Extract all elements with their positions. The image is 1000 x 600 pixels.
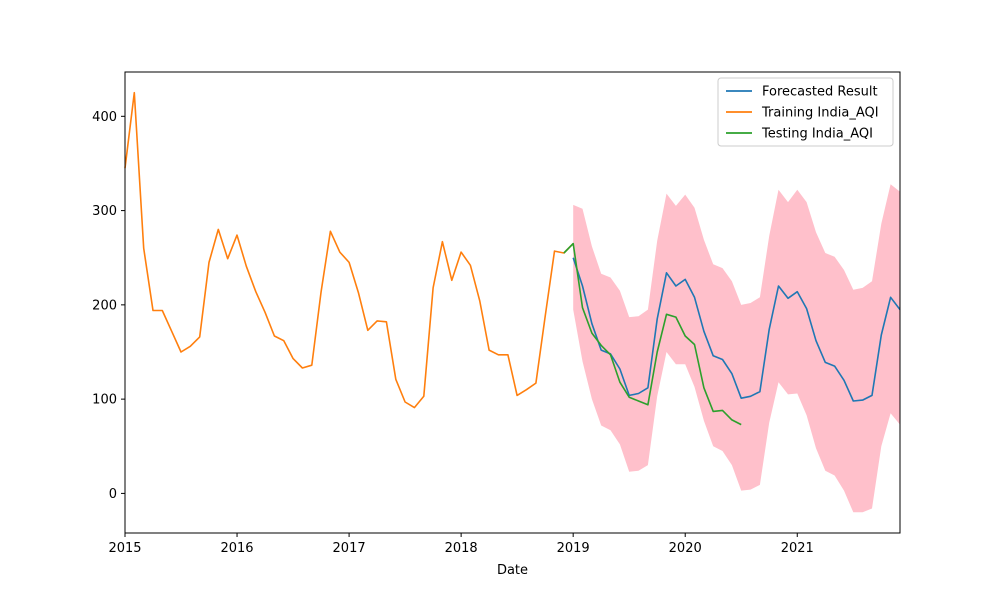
legend-label: Training India_AQI bbox=[761, 106, 879, 121]
x-tick-label: 2018 bbox=[445, 541, 478, 556]
y-axis: 0 100 200 300 400 bbox=[92, 110, 125, 502]
x-axis: 2015 2016 2017 2018 2019 2020 2021 bbox=[108, 533, 814, 556]
legend-label: Testing India_AQI bbox=[761, 127, 873, 142]
x-tick-label: 2020 bbox=[669, 541, 702, 556]
x-tick-label: 2021 bbox=[781, 541, 814, 556]
confidence-interval-layer bbox=[573, 184, 900, 513]
x-tick-label: 2019 bbox=[557, 541, 590, 556]
legend-box bbox=[717, 77, 894, 147]
x-tick-label: 2015 bbox=[108, 541, 141, 556]
confidence-interval-band bbox=[573, 184, 900, 513]
plot-area-frame bbox=[124, 71, 901, 534]
y-tick-label: 100 bbox=[92, 393, 117, 408]
series-lines-layer bbox=[124, 91, 901, 426]
y-tick-label: 300 bbox=[92, 204, 117, 219]
y-tick-label: 200 bbox=[92, 298, 117, 313]
y-tick-label: 0 bbox=[109, 487, 117, 502]
legend: Forecasted Result Training India_AQI Testi… bbox=[717, 77, 894, 147]
series-line-forecasted-result bbox=[572, 257, 901, 402]
x-tick-label: 2016 bbox=[220, 541, 253, 556]
series-line-testing-india-aqi bbox=[563, 242, 742, 426]
x-tick-label: 2017 bbox=[333, 541, 366, 556]
series-line-training-india-aqi bbox=[124, 91, 574, 409]
legend-label: Forecasted Result bbox=[762, 85, 878, 100]
x-axis-label: Date bbox=[497, 563, 528, 578]
y-tick-label: 400 bbox=[92, 110, 117, 125]
